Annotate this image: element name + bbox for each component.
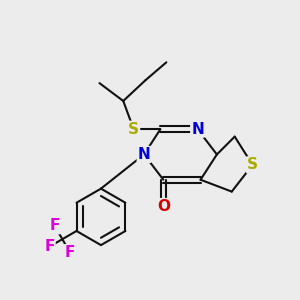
Text: F: F	[65, 245, 75, 260]
Text: N: N	[191, 122, 204, 137]
Text: F: F	[44, 239, 55, 254]
Text: O: O	[157, 199, 170, 214]
Text: S: S	[247, 158, 258, 172]
Text: N: N	[138, 147, 150, 162]
Text: S: S	[128, 122, 139, 137]
Text: F: F	[50, 218, 60, 233]
